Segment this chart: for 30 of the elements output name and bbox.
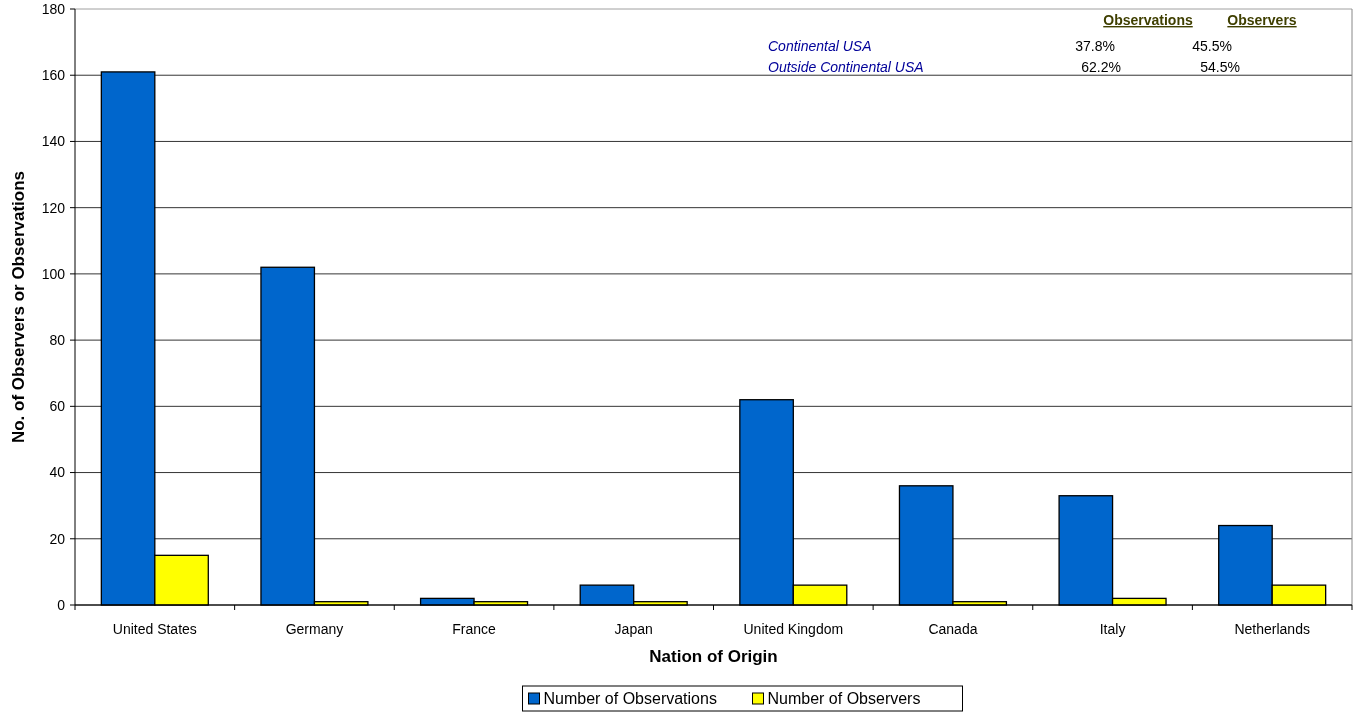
annotation: Observers [1227,12,1297,28]
y-tick-label: 80 [49,332,66,349]
x-tick-label: Japan [614,621,653,637]
y-tick-label: 60 [49,398,66,415]
x-tick-label: Germany [285,621,344,637]
y-tick-label: 20 [49,530,66,547]
legend-label: Number of Observations [543,690,717,707]
y-axis-title: No. of Observers or Observations [9,170,28,444]
y-tick-label: 100 [41,265,66,282]
annotation: Observations [1103,12,1193,28]
y-tick-label: 160 [41,67,66,84]
x-axis-title: Nation of Origin [649,647,778,666]
x-tick-label: United States [112,621,197,637]
x-tick-label: Netherlands [1234,621,1310,637]
x-tick-label: France [452,621,497,637]
x-tick-label: Canada [928,621,978,637]
y-tick-label: 0 [57,596,66,613]
legend-label: Number of Observers [767,690,921,707]
y-tick-label: 180 [41,0,66,17]
annotation: Outside Continental USA [768,59,924,75]
annotation: 45.5% [1192,38,1232,54]
y-tick-label: 120 [41,199,66,216]
annotation: 54.5% [1200,59,1240,75]
annotation: 37.8% [1075,38,1115,54]
annotation: 62.2% [1081,59,1121,75]
annotation: Continental USA [768,38,872,54]
y-tick-label: 40 [49,464,66,481]
x-tick-label: United Kingdom [743,621,844,637]
x-tick-label: Italy [1099,621,1126,637]
y-tick-label: 140 [41,133,66,150]
